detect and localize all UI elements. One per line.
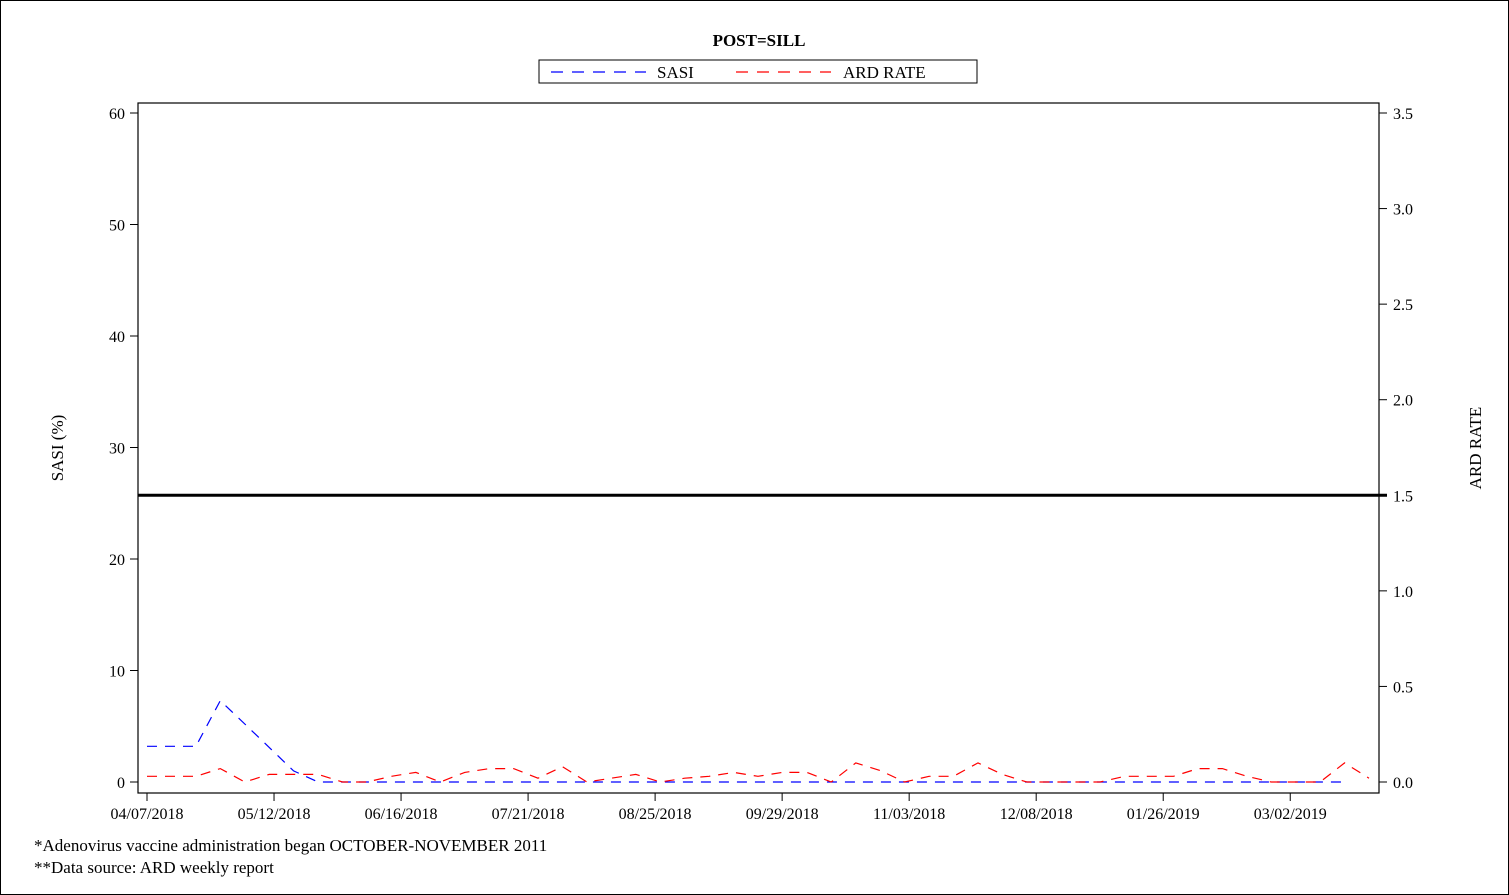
y-axis-label: SASI (%) bbox=[48, 415, 67, 482]
y2-tick-label: 0.5 bbox=[1393, 679, 1413, 696]
y2-tick-label: 1.0 bbox=[1393, 584, 1413, 601]
y2-axis-label: ARD RATE bbox=[1466, 407, 1485, 490]
legend: SASI ARD RATE bbox=[538, 59, 978, 84]
series-line-sasi bbox=[147, 699, 1345, 783]
x-tick-label: 05/12/2018 bbox=[238, 806, 311, 823]
footnote-vaccine: *Adenovirus vaccine administration began… bbox=[34, 836, 548, 855]
series-line-ard-rate bbox=[147, 762, 1370, 783]
x-tick-label: 08/25/2018 bbox=[619, 806, 692, 823]
legend-label-sasi: SASI bbox=[657, 63, 694, 82]
y-tick-label: 60 bbox=[109, 106, 125, 123]
x-tick-label: 01/26/2019 bbox=[1127, 806, 1200, 823]
legend-label-ard-rate: ARD RATE bbox=[843, 63, 926, 82]
plot-area bbox=[137, 102, 1380, 794]
x-tick-label: 04/07/2018 bbox=[111, 806, 184, 823]
y2-tick-label: 1.5 bbox=[1393, 488, 1413, 505]
y-axis-ticks: 0 10 20 30 40 50 60 bbox=[109, 106, 138, 792]
x-tick-label: 06/16/2018 bbox=[365, 806, 438, 823]
y2-axis-ticks: 0.0 0.5 1.0 1.5 2.0 2.5 3.0 3.5 bbox=[1379, 106, 1413, 792]
x-tick-label: 09/29/2018 bbox=[746, 806, 819, 823]
x-tick-label: 12/08/2018 bbox=[1000, 806, 1073, 823]
y2-tick-label: 3.5 bbox=[1393, 106, 1413, 123]
y-tick-label: 50 bbox=[109, 218, 125, 235]
y2-tick-label: 0.0 bbox=[1393, 775, 1413, 792]
y-tick-label: 0 bbox=[117, 775, 125, 792]
y-tick-label: 10 bbox=[109, 664, 125, 681]
x-tick-label: 03/02/2019 bbox=[1254, 806, 1327, 823]
y2-tick-label: 2.5 bbox=[1393, 297, 1413, 314]
y-tick-label: 40 bbox=[109, 329, 125, 346]
footnote-data-source: **Data source: ARD weekly report bbox=[34, 858, 274, 877]
chart-title: POST=SILL bbox=[713, 31, 806, 50]
x-tick-label: 11/03/2018 bbox=[873, 806, 945, 823]
y2-tick-label: 3.0 bbox=[1393, 202, 1413, 219]
y2-tick-label: 2.0 bbox=[1393, 393, 1413, 410]
series-group bbox=[147, 699, 1370, 783]
y-tick-label: 20 bbox=[109, 552, 125, 569]
x-axis-ticks: 04/07/2018 05/12/2018 06/16/2018 07/21/2018… bbox=[111, 793, 1327, 823]
x-tick-label: 07/21/2018 bbox=[492, 806, 565, 823]
y-tick-label: 30 bbox=[109, 441, 125, 458]
